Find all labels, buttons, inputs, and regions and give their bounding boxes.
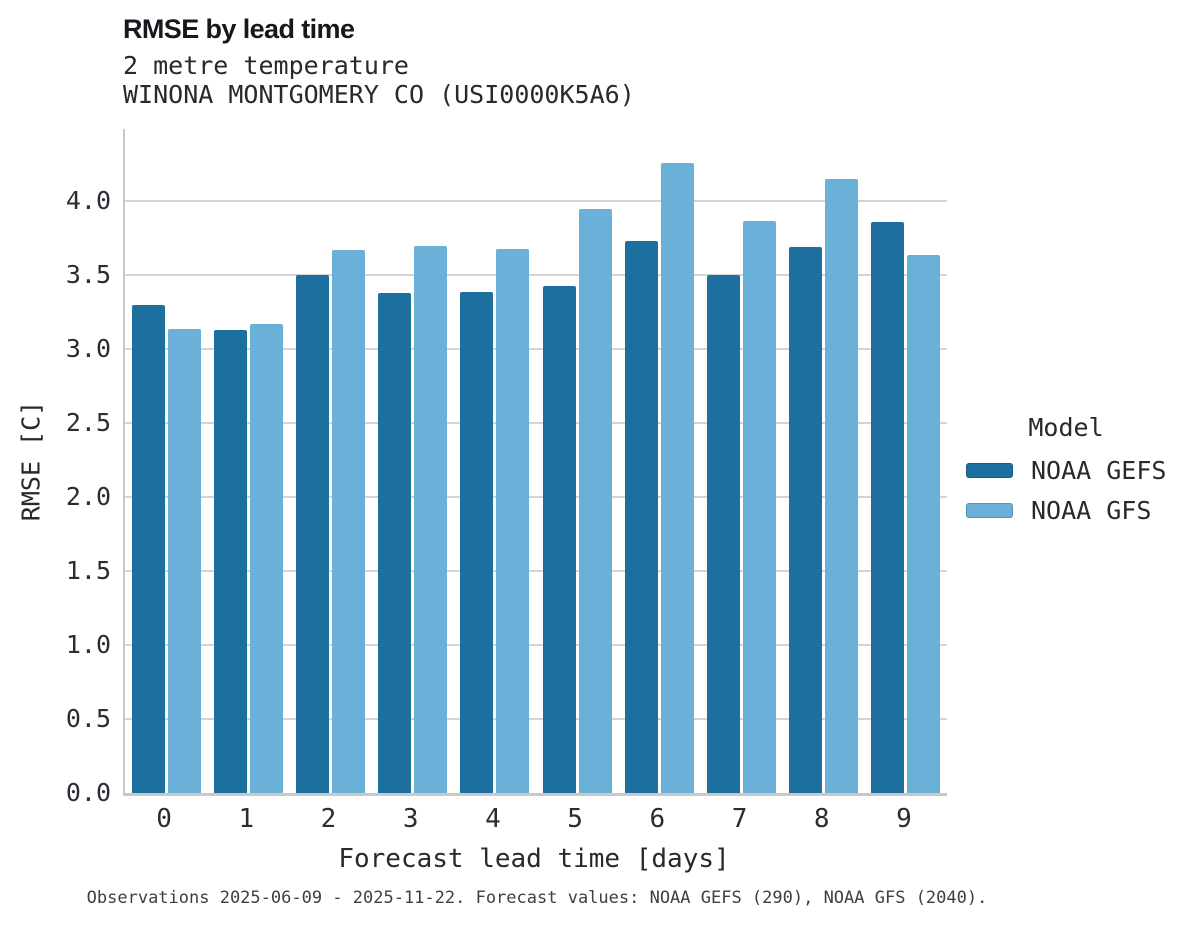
x-tick-label-2: 2: [320, 804, 337, 834]
bar-noaa-gefs-day-0: [131, 305, 165, 793]
gridline-3.0: [125, 348, 947, 351]
bar-group-day-5: [536, 129, 618, 793]
x-tick-label-0: 0: [156, 804, 172, 834]
plot-wrap: [123, 129, 947, 796]
y-tick-label-3.0: 3.0: [65, 334, 111, 364]
y-tick-label-3.5: 3.5: [65, 260, 111, 290]
bar-noaa-gefs-day-2: [296, 275, 329, 793]
legend-label-gfs: NOAA GFS: [1031, 496, 1152, 525]
bar-group-day-4: [454, 129, 536, 793]
bar-group-day-6: [618, 129, 700, 793]
y-tick-label-4.0: 4.0: [65, 186, 111, 216]
x-tick-label-1: 1: [238, 804, 255, 834]
y-tick-label-2.5: 2.5: [65, 408, 111, 438]
bar-noaa-gfs-day-6: [660, 163, 694, 793]
legend-label-gefs: NOAA GEFS: [1031, 456, 1167, 485]
bar-group-day-3: [372, 129, 454, 793]
bar-noaa-gfs-day-9: [907, 254, 941, 793]
y-axis-ticks: 0.0 0.5 1.0 1.5 2.0 2.5 3.0 3.5 4.0: [0, 129, 111, 806]
bar-noaa-gfs-day-8: [825, 179, 859, 793]
y-tick-label-0.0: 0.0: [65, 778, 111, 807]
bar-group-day-8: [783, 129, 865, 793]
bar-noaa-gefs-day-8: [789, 247, 823, 793]
gfs-swatch-icon: [966, 503, 1013, 518]
x-axis-ticks: 0 1 2 3 4 5 6 7 8 9: [123, 804, 945, 834]
x-tick-label-5: 5: [567, 804, 583, 834]
bar-group-day-0: [125, 129, 207, 793]
x-tick-label-4: 4: [485, 804, 501, 834]
gridline-3.5: [125, 274, 947, 277]
legend-title: Model: [1028, 413, 1104, 442]
bar-group-day-2: [289, 129, 371, 793]
legend-entry-gefs: NOAA GEFS: [966, 456, 1178, 485]
bar-noaa-gfs-day-3: [414, 245, 448, 793]
bar-group-day-1: [207, 129, 289, 793]
x-axis-label: Forecast lead time [days]: [338, 844, 730, 874]
bar-noaa-gfs-day-1: [249, 324, 283, 793]
legend-entry-gfs: NOAA GFS: [966, 496, 1178, 525]
bar-noaa-gfs-day-4: [496, 248, 530, 793]
gridline-2.0: [125, 496, 947, 499]
y-tick-label-1.0: 1.0: [65, 630, 111, 660]
gridline-1.5: [125, 570, 947, 573]
bar-noaa-gefs-day-5: [542, 285, 576, 793]
chart-header: RMSE by lead time 2 metre temperature WI…: [123, 14, 635, 109]
y-tick-label-1.5: 1.5: [65, 556, 111, 586]
bar-noaa-gefs-day-1: [213, 330, 247, 793]
x-tick-label-3: 3: [402, 804, 419, 834]
x-tick-label-7: 7: [731, 804, 748, 834]
bar-noaa-gefs-day-7: [707, 275, 741, 793]
chart-subtitle-station: WINONA MONTGOMERY CO (USI0000K5A6): [123, 79, 635, 109]
y-tick-label-0.5: 0.5: [65, 704, 111, 734]
bar-group-day-9: [865, 129, 947, 793]
x-tick-label-9: 9: [896, 804, 912, 834]
bar-noaa-gefs-day-4: [460, 291, 494, 793]
plot-area: [123, 129, 947, 796]
gridline-0.5: [125, 718, 947, 721]
page-title: RMSE by lead time: [123, 14, 355, 44]
gridline-1.0: [125, 644, 947, 647]
bar-groups: [125, 129, 947, 793]
legend: Model NOAA GEFS NOAA GFS: [966, 413, 1178, 536]
bar-noaa-gefs-day-3: [378, 293, 412, 793]
bar-noaa-gfs-day-5: [578, 208, 612, 793]
chart-subtitle-variable: 2 metre temperature: [123, 51, 409, 80]
gridline-4.0: [125, 200, 947, 203]
gefs-swatch-icon: [966, 463, 1013, 478]
x-tick-label-6: 6: [649, 804, 666, 834]
gridline-2.5: [125, 422, 947, 425]
bar-noaa-gefs-day-9: [871, 222, 905, 793]
chart-caption: Observations 2025-06-09 - 2025-11-22. Fo…: [86, 888, 988, 908]
bar-noaa-gfs-day-0: [167, 328, 201, 793]
bar-noaa-gfs-day-2: [332, 250, 365, 793]
bar-noaa-gfs-day-7: [743, 220, 777, 793]
y-tick-label-2.0: 2.0: [65, 482, 111, 512]
x-tick-label-8: 8: [813, 804, 830, 834]
bar-noaa-gefs-day-6: [624, 241, 658, 793]
bar-group-day-7: [700, 129, 782, 793]
